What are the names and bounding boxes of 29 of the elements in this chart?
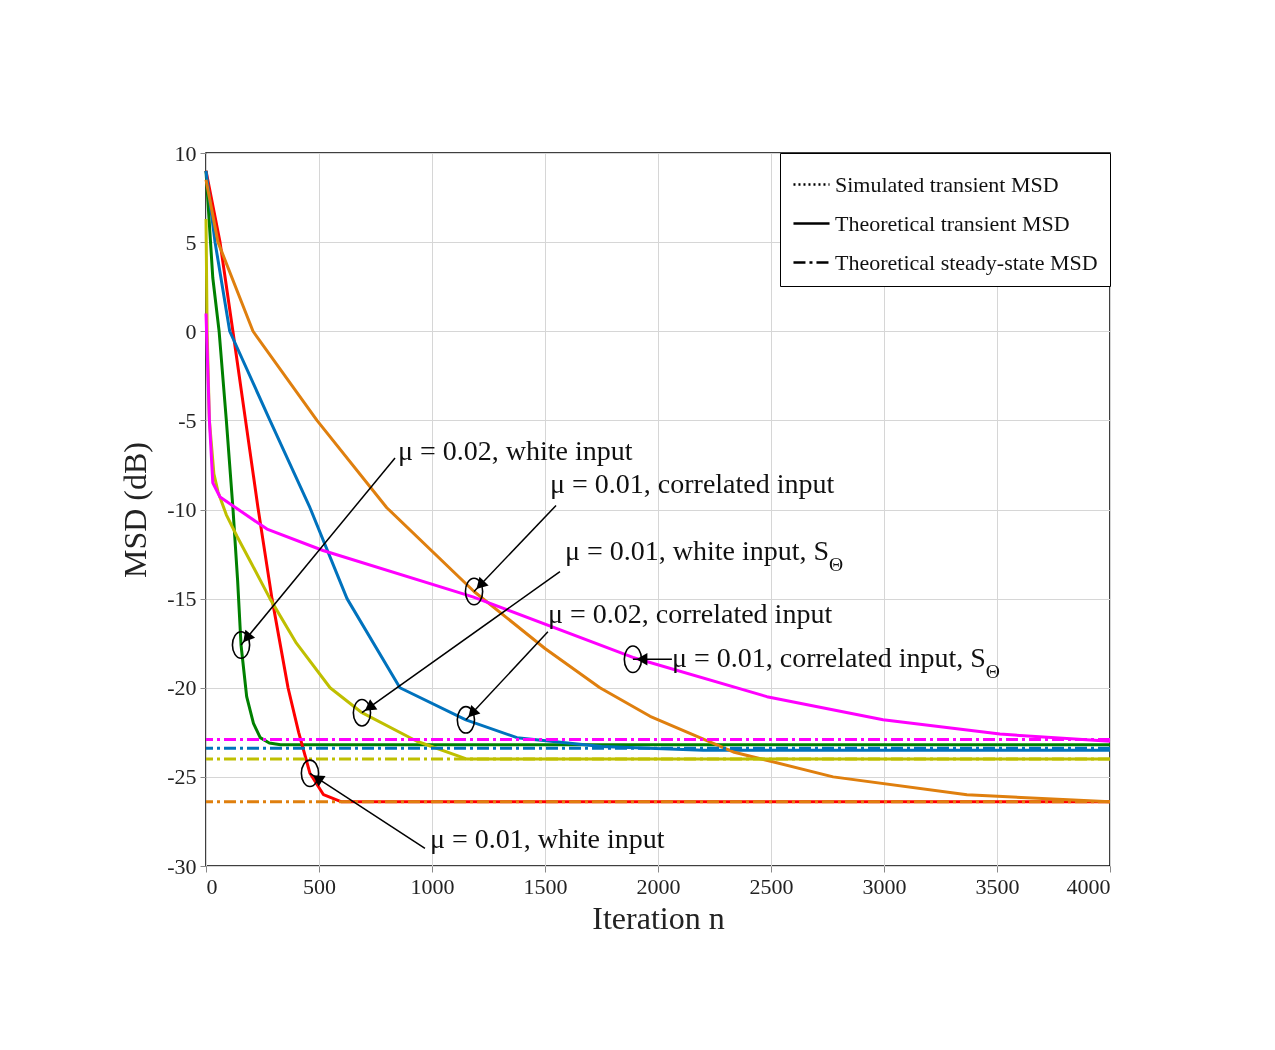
x-tick-label: 0 bbox=[206, 873, 218, 899]
y-tick-label: 10 bbox=[174, 140, 197, 166]
legend-label: Simulated transient MSD bbox=[835, 171, 1059, 197]
x-axis-title: Iteration n bbox=[592, 899, 725, 936]
y-tick-label: 5 bbox=[185, 229, 197, 255]
x-tick-label: 500 bbox=[303, 873, 336, 899]
x-tick-label: 2000 bbox=[636, 873, 681, 899]
annotation: μ = 0.01, correlated input bbox=[550, 468, 835, 500]
y-tick-label: -30 bbox=[167, 853, 197, 879]
x-tick-label: 1000 bbox=[410, 873, 455, 899]
legend-label: Theoretical steady-state MSD bbox=[835, 249, 1098, 275]
legend-label: Theoretical transient MSD bbox=[835, 210, 1070, 236]
annotation: μ = 0.02, correlated input bbox=[547, 597, 833, 629]
y-tick-label: -25 bbox=[167, 764, 197, 790]
y-tick-label: -20 bbox=[167, 675, 197, 701]
y-tick-label: -15 bbox=[167, 586, 197, 612]
x-tick-label: 3500 bbox=[975, 873, 1020, 899]
x-tick-label: 2500 bbox=[749, 873, 794, 899]
annotation: μ = 0.02, white input bbox=[398, 434, 633, 466]
annotation: μ = 0.01, correlated input, S$_{Θ}$ bbox=[671, 642, 1000, 682]
annotation: μ = 0.01, white input, S$_{Θ}$ bbox=[564, 534, 844, 575]
x-tick-label: 1500 bbox=[523, 873, 568, 899]
y-axis-title: MSD (dB) bbox=[117, 441, 154, 579]
annotation: μ = 0.01, white input bbox=[429, 823, 665, 855]
y-tick-label: -10 bbox=[167, 497, 197, 522]
y-tick-label: -5 bbox=[178, 407, 197, 433]
y-tick-label: 0 bbox=[185, 318, 197, 344]
x-tick-label: 3000 bbox=[862, 873, 907, 899]
x-tick-label: 4000 bbox=[1066, 873, 1111, 899]
